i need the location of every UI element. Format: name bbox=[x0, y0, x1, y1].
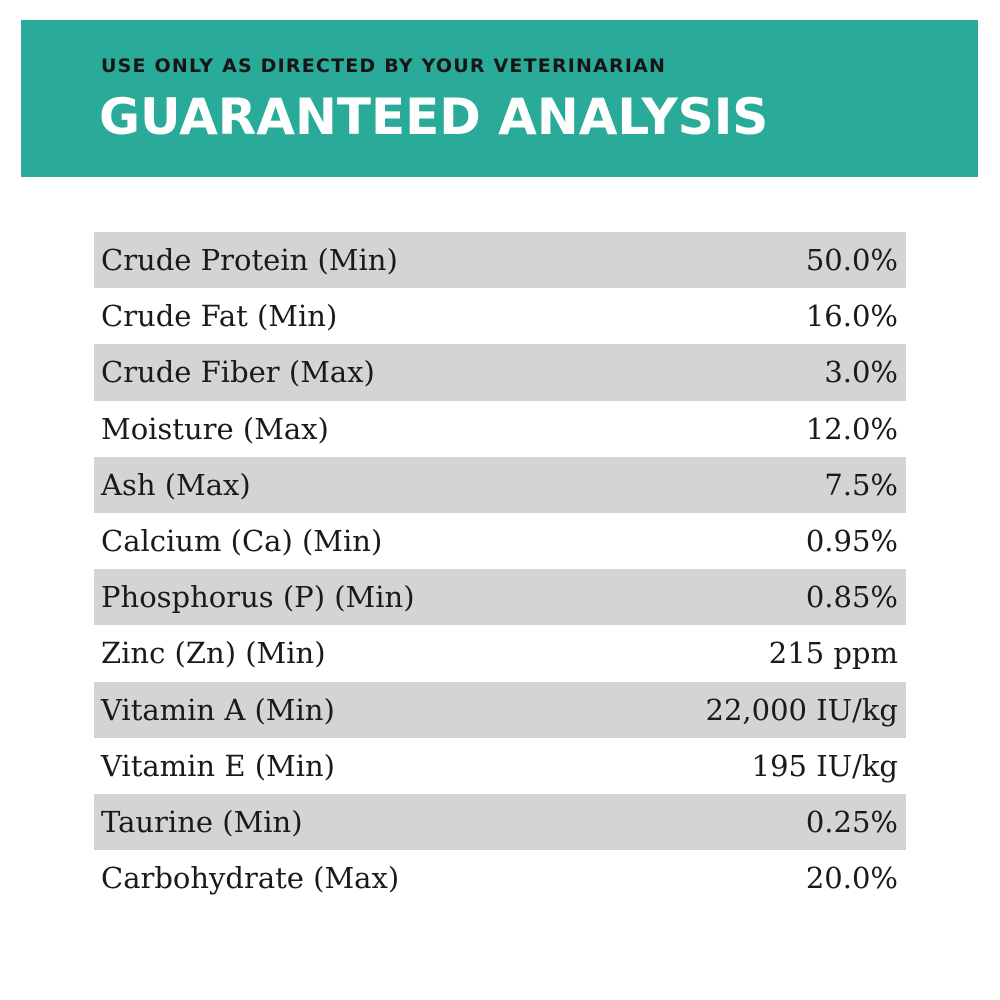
table-row: Crude Fiber (Max) 3.0% bbox=[94, 344, 906, 401]
table-row: Ash (Max) 7.5% bbox=[94, 456, 906, 513]
row-value: 0.25% bbox=[805, 804, 898, 839]
row-label: Vitamin E (Min) bbox=[101, 748, 335, 783]
table-row: Vitamin E (Min) 195 IU/kg bbox=[94, 738, 906, 794]
page-title: GUARANTEED ANALYSIS bbox=[99, 88, 769, 146]
row-value: 22,000 IU/kg bbox=[705, 692, 899, 727]
row-value: 0.85% bbox=[805, 580, 898, 615]
row-label: Crude Fiber (Max) bbox=[101, 355, 375, 390]
row-label: Crude Protein (Min) bbox=[101, 243, 398, 278]
row-value: 215 ppm bbox=[768, 636, 898, 671]
row-value: 3.0% bbox=[824, 355, 898, 390]
row-value: 16.0% bbox=[805, 299, 898, 334]
row-value: 0.95% bbox=[805, 524, 898, 559]
row-label: Crude Fat (Min) bbox=[101, 299, 338, 334]
row-label: Moisture (Max) bbox=[101, 411, 329, 446]
row-value: 20.0% bbox=[805, 861, 898, 896]
row-label: Phosphorus (P) (Min) bbox=[101, 580, 415, 615]
table-row: Calcium (Ca) (Min) 0.95% bbox=[94, 513, 906, 569]
analysis-table: Crude Protein (Min) 50.0% Crude Fat (Min… bbox=[94, 232, 906, 906]
table-row: Vitamin A (Min) 22,000 IU/kg bbox=[94, 681, 906, 738]
table-row: Crude Fat (Min) 16.0% bbox=[94, 288, 906, 344]
row-label: Carbohydrate (Max) bbox=[101, 861, 400, 896]
row-label: Vitamin A (Min) bbox=[101, 692, 335, 727]
row-value: 7.5% bbox=[824, 467, 898, 502]
table-row: Taurine (Min) 0.25% bbox=[94, 793, 906, 851]
table-row: Zinc (Zn) (Min) 215 ppm bbox=[94, 625, 906, 681]
header-banner: USE ONLY AS DIRECTED BY YOUR VETERINARIA… bbox=[21, 20, 978, 177]
row-value: 195 IU/kg bbox=[751, 748, 898, 783]
row-label: Taurine (Min) bbox=[101, 804, 303, 839]
veterinarian-directive: USE ONLY AS DIRECTED BY YOUR VETERINARIA… bbox=[101, 55, 667, 77]
row-label: Ash (Max) bbox=[101, 467, 251, 502]
row-label: Zinc (Zn) (Min) bbox=[101, 636, 326, 671]
table-row: Moisture (Max) 12.0% bbox=[94, 401, 906, 457]
row-value: 12.0% bbox=[805, 411, 898, 446]
row-value: 50.0% bbox=[805, 243, 898, 278]
row-label: Calcium (Ca) (Min) bbox=[101, 524, 383, 559]
table-row: Phosphorus (P) (Min) 0.85% bbox=[94, 569, 906, 626]
table-row: Carbohydrate (Max) 20.0% bbox=[94, 850, 906, 906]
table-row: Crude Protein (Min) 50.0% bbox=[94, 232, 906, 289]
